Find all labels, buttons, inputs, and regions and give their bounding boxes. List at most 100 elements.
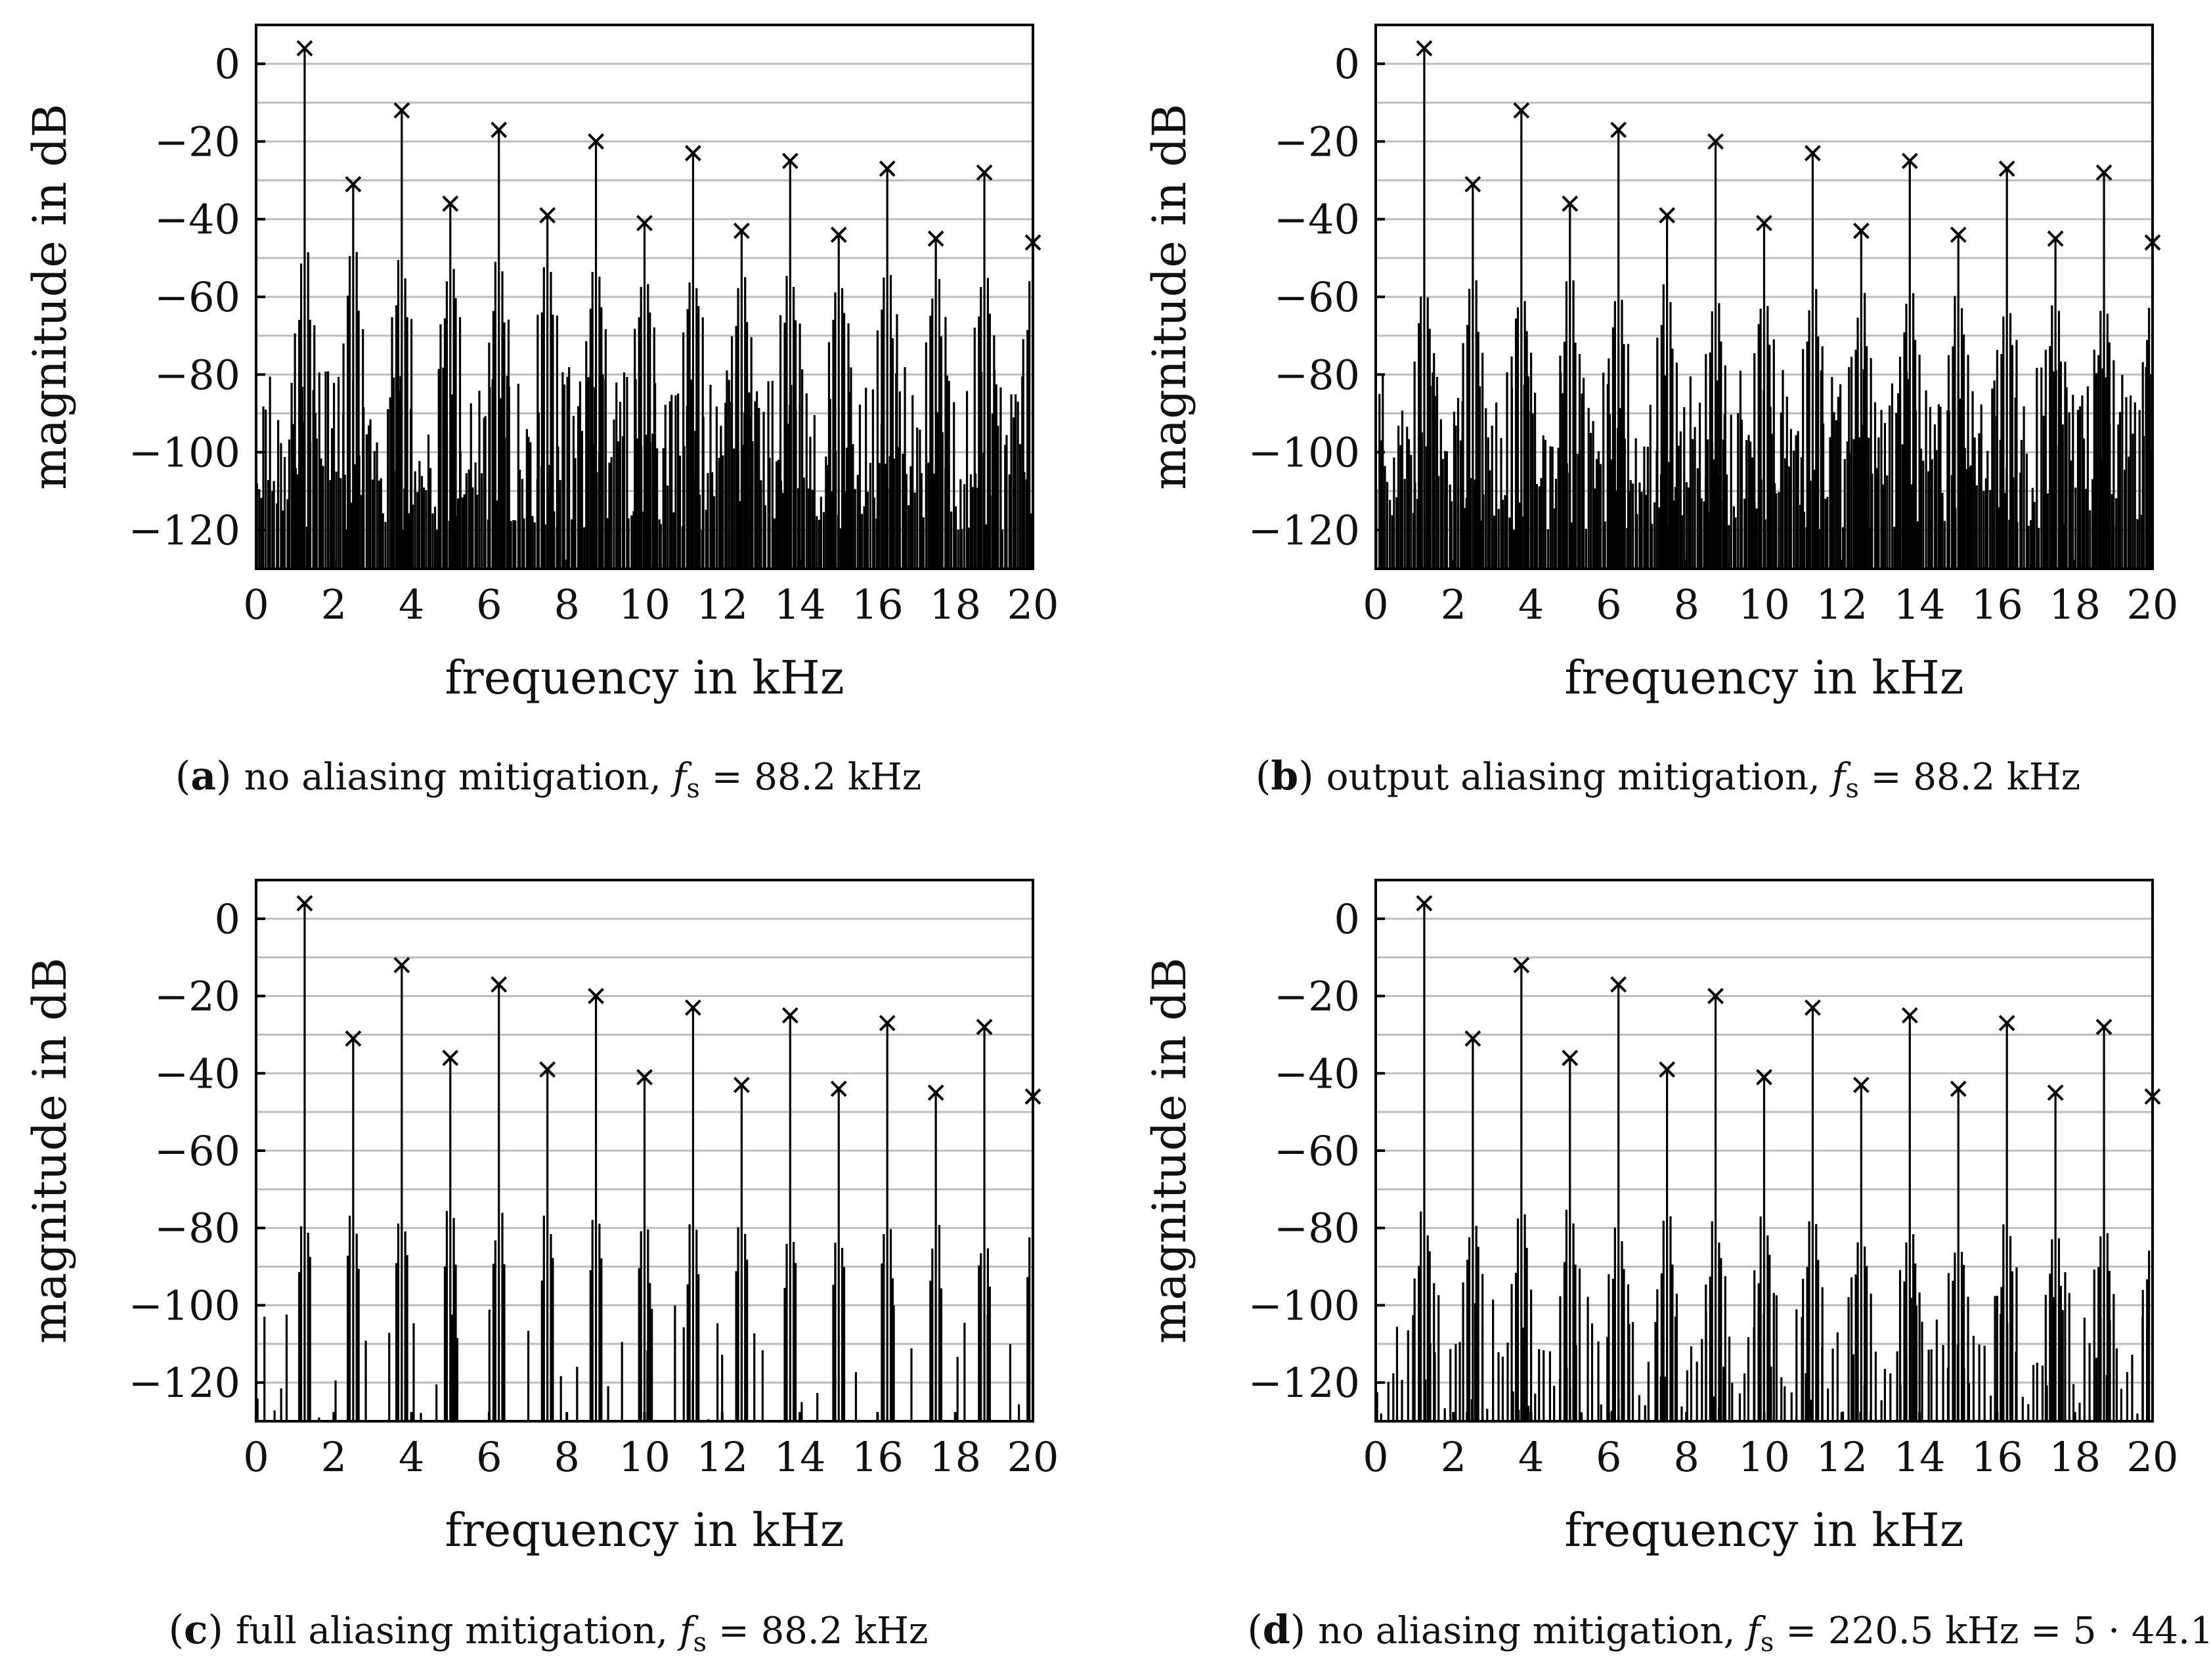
x-tick-label: 0 [243,581,269,629]
x-tick-label: 8 [1673,581,1699,629]
caption-text: no aliasing mitigation, [244,756,673,799]
harmonic-marker [781,152,799,169]
x-tick-label: 8 [554,581,579,629]
harmonic-marker [296,895,313,912]
spectrum [256,903,1033,1421]
y-tick-label: −60 [154,1127,240,1175]
x-axis-label: frequency in kHz [445,651,844,705]
caption-paren: ) [208,1607,236,1653]
harmonic-marker [1950,226,1967,243]
harmonic-marker [442,1050,459,1067]
x-axis-label: frequency in kHz [445,1503,844,1557]
y-axis-label: magnitude in dB [23,104,77,490]
harmonic-marker [2047,1084,2064,1101]
y-tick-label: −80 [154,351,240,399]
harmonic-marker [1610,976,1627,993]
harmonic-marker [1659,1061,1676,1078]
harmonic-marker [1707,988,1724,1004]
x-tick-label: 6 [476,1433,502,1481]
y-axis-label: magnitude in dB [1143,104,1196,490]
harmonic-marker [1805,144,1821,162]
y-tick-label: −40 [154,1050,240,1097]
y-tick-label: −80 [154,1205,240,1252]
x-tick-label: 12 [1816,1433,1868,1481]
harmonic-marker [1416,40,1433,56]
caption-text: no aliasing mitigation, [1318,1610,1747,1652]
harmonic-marker [442,195,459,212]
harmonic-marker [345,1030,362,1047]
harmonic-marker [491,976,508,993]
x-tick-label: 12 [696,581,748,629]
caption-math-sub: s [1761,1627,1774,1658]
caption-math-sub: s [686,774,700,804]
harmonic-marker [393,957,410,973]
harmonic-marker [588,133,604,150]
harmonic-marker [781,1007,799,1024]
harmonic-marker [491,122,508,139]
x-tick-label: 2 [1441,581,1466,629]
harmonic-marker [927,1084,944,1101]
harmonic-marker [1416,895,1433,912]
x-tick-label: 4 [1518,581,1544,629]
y-axis-label: magnitude in dB [1143,958,1196,1344]
harmonic-marker [1950,1080,1967,1097]
harmonic-marker [1562,195,1579,212]
x-tick-label: 18 [2049,1433,2101,1481]
x-tick-label: 14 [774,581,826,629]
caption-paren: ) [1290,1607,1318,1653]
caption-paren: ( [1256,753,1271,799]
harmonic-marker [1998,1015,2015,1032]
caption-paren: ( [169,1607,184,1653]
harmonic-marker [1998,160,2015,177]
x-tick-label: 4 [399,581,424,629]
harmonic-marker [830,226,847,243]
x-tick-label: 14 [1894,581,1946,629]
harmonic-marker [2095,164,2112,181]
x-tick-label: 6 [1596,581,1621,629]
y-tick-label: 0 [215,895,240,943]
y-tick-label: 0 [1334,895,1360,943]
y-tick-label: −120 [129,506,240,554]
caption-letter: c [184,1607,208,1653]
panel-caption: (c) full aliasing mitigation, fs = 88.2 … [169,1607,929,1658]
x-tick-label: 8 [554,1433,579,1481]
y-tick-label: −100 [129,429,240,477]
harmonic-marker [1562,1050,1579,1067]
caption-paren: ) [216,753,244,799]
y-tick-label: −100 [1248,1281,1360,1329]
panel-caption: (a) no aliasing mitigation, fs = 88.2 kH… [175,753,921,804]
x-axis-label: frequency in kHz [1564,1503,1963,1557]
x-tick-label: 12 [696,1433,748,1481]
y-tick-label: −100 [129,1281,240,1329]
x-tick-label: 10 [1738,1433,1790,1481]
spectrum [1376,48,2153,569]
x-axis-label: frequency in kHz [1564,651,1963,705]
harmonic-marker [2047,230,2064,247]
x-tick-label: 18 [929,1433,981,1481]
x-tick-label: 18 [2049,581,2101,629]
harmonic-marker [1464,176,1481,192]
spectrum [256,48,1033,569]
harmonic-marker [1513,102,1530,119]
harmonic-marker [1610,122,1627,139]
x-tick-label: 20 [1007,581,1059,629]
y-tick-label: 0 [1334,40,1360,88]
panel-caption: (b) output aliasing mitigation, fs = 88.… [1256,753,2080,804]
caption-math-rest: = 88.2 kHz [1859,756,2080,799]
panel-caption: (d) no aliasing mitigation, fs = 220.5 k… [1247,1607,2211,1658]
harmonic-marker [1707,133,1724,150]
harmonic-marker [733,1076,750,1094]
caption-math-sub: s [1845,774,1859,804]
harmonic-marker [1756,1069,1772,1086]
y-tick-label: −120 [1248,506,1360,554]
harmonic-marker [539,207,556,224]
x-tick-label: 10 [619,581,670,629]
y-tick-label: −20 [154,118,240,166]
x-tick-label: 4 [399,1433,424,1481]
harmonic-marker [976,1019,993,1036]
x-tick-label: 10 [619,1433,670,1481]
x-tick-label: 18 [929,581,981,629]
y-tick-label: −60 [1274,273,1360,321]
x-tick-label: 20 [2127,1433,2179,1481]
harmonic-marker [2095,1019,2112,1036]
